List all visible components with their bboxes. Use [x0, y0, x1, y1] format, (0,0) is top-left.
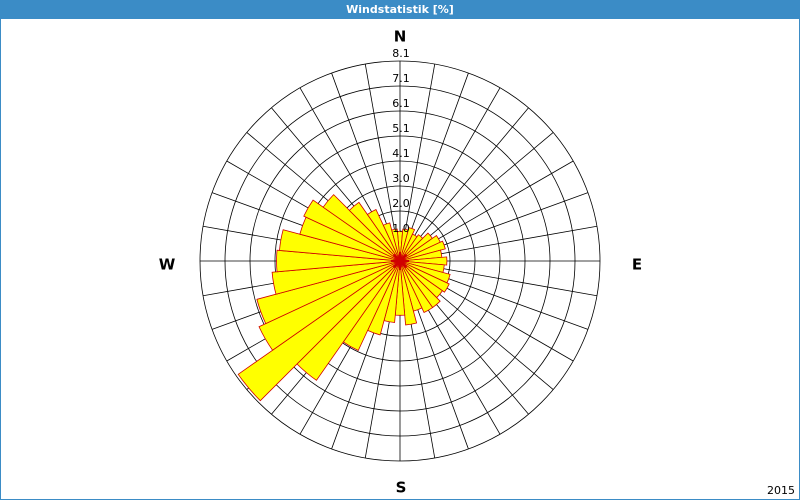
sector — [271, 260, 401, 295]
center-star — [392, 260, 401, 269]
sector — [348, 201, 401, 262]
ring — [249, 110, 551, 412]
direction-label: W — [159, 256, 176, 274]
ring — [224, 85, 576, 437]
r-tick-label: 5.1 — [392, 122, 410, 135]
sector — [382, 222, 401, 262]
direction-label: E — [632, 256, 642, 274]
sector — [322, 194, 401, 262]
sector — [303, 199, 401, 262]
sector — [399, 260, 450, 293]
r-tick-label: 4.1 — [392, 147, 410, 160]
sector — [276, 249, 401, 273]
r-tick-label: 3.0 — [392, 172, 410, 185]
sector — [399, 260, 418, 326]
sector — [258, 260, 401, 351]
ring — [274, 135, 526, 387]
r-tick-label: 1.0 — [392, 222, 410, 235]
sector — [391, 228, 401, 262]
sector — [399, 260, 434, 314]
footnote: 2015 — [767, 484, 795, 497]
r-tick-label: 7.1 — [392, 72, 410, 85]
r-tick-label: 2.0 — [392, 197, 410, 210]
center-star — [399, 253, 408, 262]
sector — [237, 260, 401, 402]
title-bar: Windstatistik [%] — [0, 0, 800, 19]
direction-label: S — [396, 479, 407, 497]
sector — [366, 208, 401, 262]
center-star — [399, 260, 408, 269]
r-tick-label: 6.1 — [392, 97, 410, 110]
r-tick-label: 8.1 — [392, 47, 410, 60]
direction-label: N — [394, 28, 407, 46]
center-star — [392, 253, 401, 262]
sector — [399, 240, 446, 262]
ring — [199, 60, 601, 462]
sector — [399, 256, 448, 266]
sector — [256, 260, 401, 325]
